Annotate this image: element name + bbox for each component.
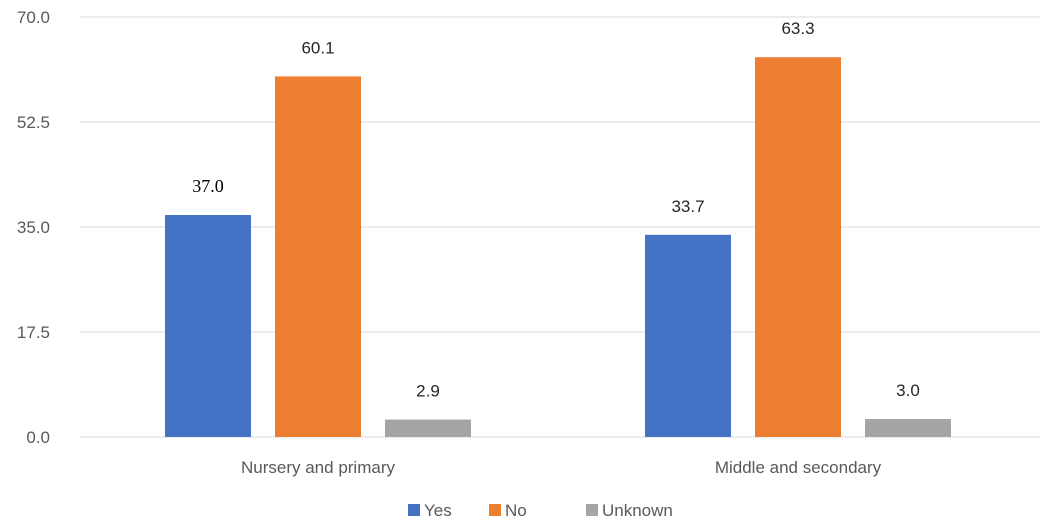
legend-swatch-no <box>489 504 501 516</box>
bar-yes-1 <box>165 215 251 437</box>
legend: Yes No Unknown <box>408 501 673 520</box>
legend-swatch-unknown <box>586 504 598 516</box>
bar-unknown-2 <box>865 419 951 437</box>
legend-label-unknown: Unknown <box>602 501 673 520</box>
x-category-label: Nursery and primary <box>241 458 395 477</box>
x-axis: Nursery and primary Middle and secondary <box>241 458 882 477</box>
data-label: 60.1 <box>301 38 334 57</box>
data-label: 3.0 <box>896 381 920 400</box>
bar-no-2 <box>755 57 841 437</box>
legend-label-yes: Yes <box>424 501 452 520</box>
bars <box>165 57 951 438</box>
y-tick-label: 17.5 <box>17 323 50 342</box>
y-axis: 0.0 17.5 35.0 52.5 70.0 <box>17 8 50 447</box>
data-label: 37.0 <box>192 176 224 196</box>
data-labels: 37.0 60.1 2.9 33.7 63.3 3.0 <box>192 19 920 400</box>
y-tick-label: 35.0 <box>17 218 50 237</box>
x-category-label: Middle and secondary <box>715 458 882 477</box>
bar-yes-2 <box>645 234 731 437</box>
data-label: 2.9 <box>416 382 440 401</box>
legend-swatch-yes <box>408 504 420 516</box>
y-tick-label: 0.0 <box>26 428 50 447</box>
data-label: 63.3 <box>781 19 814 38</box>
legend-label-no: No <box>505 501 527 520</box>
y-tick-label: 70.0 <box>17 8 50 27</box>
bar-unknown-1 <box>385 419 471 437</box>
data-label: 33.7 <box>671 197 704 216</box>
y-tick-label: 52.5 <box>17 113 50 132</box>
bar-no-1 <box>275 76 361 438</box>
